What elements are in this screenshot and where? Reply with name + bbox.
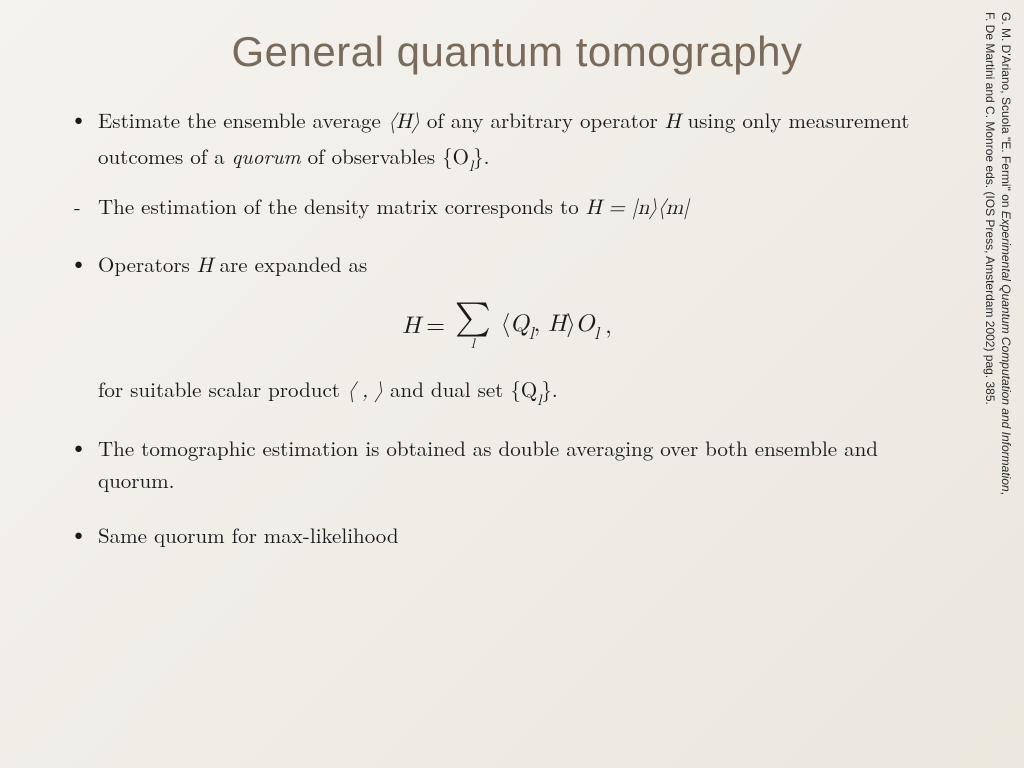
t: {O xyxy=(442,148,469,169)
citation-line1-post: , xyxy=(999,492,1013,495)
t: H xyxy=(548,312,566,336)
dash-marker: - xyxy=(70,190,98,221)
math-avgH: ⟨H⟩ xyxy=(388,112,420,133)
t: and dual set xyxy=(383,374,510,404)
t: of observables xyxy=(301,141,442,171)
equation: H = ∑ l ⟨Ql, H⟩Ol, xyxy=(402,301,612,351)
bullet-1-text: Estimate the ensemble average ⟨H⟩ of any… xyxy=(98,104,944,176)
t: } xyxy=(541,381,552,402)
t: O xyxy=(576,312,595,336)
t: . xyxy=(552,374,558,404)
citation-line1-pre: G. M. D'Ariano, Scuola "E. Fermi" on xyxy=(999,12,1013,211)
t: l xyxy=(469,159,473,174)
t: } xyxy=(473,148,484,169)
bullet-marker: • xyxy=(70,104,98,133)
citation-line-2: F. De Martini and C. Monroe eds. (IOS Pr… xyxy=(982,12,998,752)
t: The estimation of the density matrix cor… xyxy=(98,191,586,221)
bullet-2-text: Operators H are expanded as xyxy=(98,248,944,284)
quorum-word: quorum xyxy=(232,141,301,171)
subbullet-1-text: The estimation of the density matrix cor… xyxy=(98,190,944,226)
t: l xyxy=(529,326,534,343)
after-eq-text: for suitable scalar product ⟨ , ⟩ and du… xyxy=(98,373,944,410)
sum-index: l xyxy=(471,337,475,351)
citation-sidebar: G. M. D'Ariano, Scuola "E. Fermi" on Exp… xyxy=(982,12,1014,752)
t: {Q xyxy=(510,381,537,402)
after-eq: for suitable scalar product ⟨ , ⟩ and du… xyxy=(70,373,944,410)
sigma-icon: ∑ xyxy=(455,301,491,335)
bullet-4-text: Same quorum for max-likelihood xyxy=(98,519,944,552)
t: , xyxy=(534,312,549,336)
spacer xyxy=(70,226,944,248)
math-Hnm: H = |n⟩⟨m| xyxy=(586,198,689,219)
bullet-1: • Estimate the ensemble average ⟨H⟩ of a… xyxy=(70,104,944,176)
bullet-marker: • xyxy=(70,248,98,277)
citation-line-1: G. M. D'Ariano, Scuola "E. Fermi" on Exp… xyxy=(998,12,1014,752)
t: are expanded as xyxy=(213,249,368,279)
eq-H: H xyxy=(402,312,420,341)
t: ⟩ xyxy=(566,312,575,336)
subbullet-1: - The estimation of the density matrix c… xyxy=(70,190,944,226)
eq-comma: , xyxy=(605,312,612,341)
math-Ol-set: {Ol} xyxy=(442,148,484,169)
content-body: • Estimate the ensemble average ⟨H⟩ of a… xyxy=(70,104,964,552)
math-pair: ⟨ , ⟩ xyxy=(347,381,383,402)
t: l xyxy=(537,393,541,408)
bullet-marker: • xyxy=(70,519,98,548)
math-H2: H xyxy=(197,256,213,277)
page-title: General quantum tomography xyxy=(70,28,964,76)
spacer xyxy=(70,497,944,519)
bullet-marker: • xyxy=(70,432,98,461)
equation-block: H = ∑ l ⟨Ql, H⟩Ol, xyxy=(70,301,944,351)
eq-inner: ⟨Ql, H⟩Ol xyxy=(501,310,599,343)
spacer xyxy=(70,410,944,432)
bullet-3: • The tomographic estimation is obtained… xyxy=(70,432,944,497)
t: Estimate the ensemble average xyxy=(98,105,388,135)
t: Q xyxy=(510,312,529,336)
math-H: H xyxy=(665,112,681,133)
bullet-2: • Operators H are expanded as xyxy=(70,248,944,284)
t: for suitable scalar product xyxy=(98,374,347,404)
spacer xyxy=(70,176,944,190)
math-Ql-set: {Ql} xyxy=(510,381,552,402)
t: ⟨ xyxy=(501,312,510,336)
bullet-4: • Same quorum for max-likelihood xyxy=(70,519,944,552)
eq-sum: ∑ l xyxy=(455,301,491,351)
slide: G. M. D'Ariano, Scuola "E. Fermi" on Exp… xyxy=(0,0,1024,768)
t: l xyxy=(594,326,599,343)
bullet-3-text: The tomographic estimation is obtained a… xyxy=(98,432,944,497)
t: of any arbitrary operator xyxy=(420,105,665,135)
eq-equals: = xyxy=(426,312,445,341)
citation-line1-ital: Experimental Quantum Computation and Inf… xyxy=(999,211,1013,492)
t: Operators xyxy=(98,249,197,279)
t: . xyxy=(484,141,490,171)
